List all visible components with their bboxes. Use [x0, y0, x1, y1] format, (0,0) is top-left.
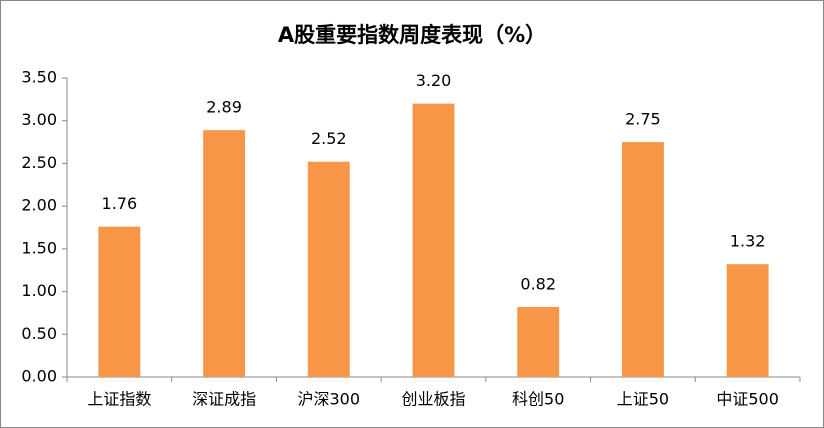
bar [412, 103, 455, 377]
x-tick-label: 科创50 [512, 390, 564, 409]
bar [517, 306, 560, 377]
x-tick-label: 沪深300 [298, 390, 361, 409]
data-label: 2.75 [625, 110, 661, 129]
bar [203, 130, 246, 377]
data-label: 1.32 [730, 232, 766, 251]
bar [307, 161, 350, 377]
data-label: 3.20 [416, 71, 452, 90]
x-tick-label: 上证指数 [87, 390, 151, 409]
data-label: 2.52 [311, 129, 347, 148]
x-tick-label: 深证成指 [192, 390, 256, 409]
y-tick-label: 3.50 [21, 68, 57, 87]
x-tick-label: 创业板指 [401, 390, 465, 409]
bar [621, 142, 664, 377]
bar [726, 264, 769, 377]
y-tick-label: 1.00 [21, 281, 57, 300]
y-tick-label: 1.50 [21, 238, 57, 257]
y-tick-label: 2.00 [21, 196, 57, 215]
y-tick-label: 0.00 [21, 367, 57, 386]
y-tick-label: 0.50 [21, 324, 57, 343]
y-tick-label: 2.50 [21, 153, 57, 172]
x-tick-label: 中证500 [716, 390, 779, 409]
chart-title: A股重要指数周度表现（%） [278, 23, 546, 47]
x-tick-label: 上证50 [617, 390, 669, 409]
bar [98, 226, 141, 377]
data-label: 0.82 [520, 274, 556, 293]
data-label: 2.89 [206, 98, 242, 117]
data-label: 1.76 [102, 194, 138, 213]
y-tick-label: 3.00 [21, 110, 57, 129]
